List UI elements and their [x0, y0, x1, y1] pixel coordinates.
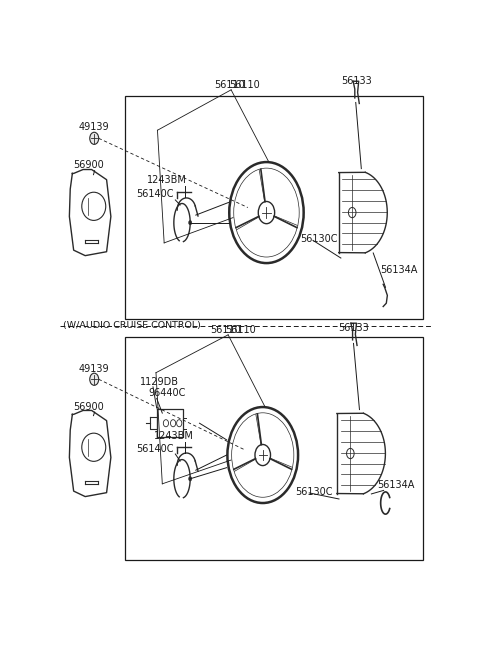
- Circle shape: [189, 220, 192, 225]
- Text: 96440C: 96440C: [148, 388, 186, 398]
- Bar: [125, 96, 423, 319]
- Text: 56900: 56900: [73, 159, 104, 170]
- Text: 56900: 56900: [73, 402, 104, 412]
- Text: 56130C: 56130C: [300, 234, 337, 245]
- Text: 56134A: 56134A: [381, 265, 418, 275]
- Text: 49139: 49139: [79, 364, 109, 374]
- Text: 56133: 56133: [338, 323, 369, 333]
- Text: 56110: 56110: [226, 325, 256, 335]
- Circle shape: [189, 476, 192, 481]
- Bar: [125, 337, 423, 560]
- Text: 56110: 56110: [229, 80, 260, 90]
- Circle shape: [90, 373, 99, 385]
- Text: 56133: 56133: [341, 76, 372, 87]
- Text: 1243BM: 1243BM: [147, 174, 187, 185]
- Text: 56110: 56110: [210, 325, 241, 335]
- Text: (W/AUDIO CRUISE CONTROL): (W/AUDIO CRUISE CONTROL): [63, 321, 201, 330]
- Circle shape: [90, 133, 99, 144]
- Text: 56140C: 56140C: [136, 443, 174, 453]
- Text: 1243BM: 1243BM: [154, 432, 193, 441]
- Text: 56134A: 56134A: [377, 480, 414, 491]
- Text: 56140C: 56140C: [136, 189, 174, 199]
- Text: 49139: 49139: [79, 122, 109, 132]
- Text: 56110: 56110: [214, 80, 245, 90]
- Text: 1129DB: 1129DB: [140, 377, 179, 387]
- Text: 56130C: 56130C: [296, 487, 333, 497]
